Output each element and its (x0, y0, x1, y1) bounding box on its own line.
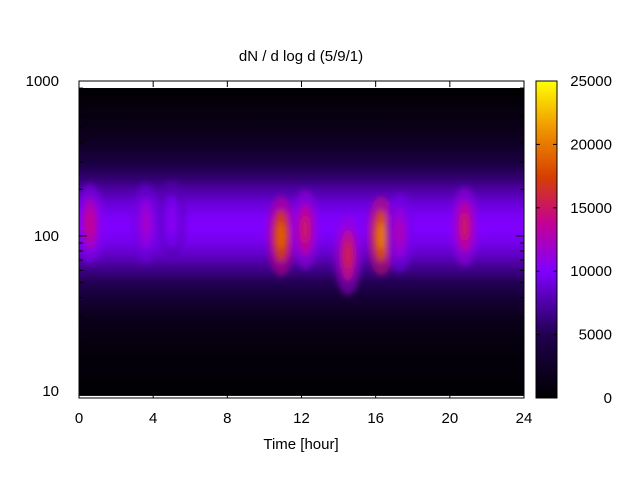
x-tick-label: 8 (223, 410, 231, 427)
colorbar-tick-label: 15000 (570, 200, 612, 217)
x-tick-label: 24 (516, 410, 533, 427)
y-axis-ticks: 10 100 1000 (26, 73, 524, 400)
heatmap-top-fade (79, 88, 524, 107)
hotspot-core (343, 241, 352, 270)
x-axis-ticks: 0 4 8 12 16 20 24 (75, 81, 533, 427)
colorbar-tick-label: 5000 (579, 327, 612, 344)
x-tick-label: 12 (293, 410, 310, 427)
x-tick-label: 20 (441, 410, 458, 427)
hotspot-core (460, 212, 469, 241)
colorbar-tick-label: 20000 (570, 136, 612, 153)
x-tick-label: 16 (367, 410, 384, 427)
hotspot-core (395, 218, 404, 247)
y-tick-label: 1000 (26, 73, 59, 90)
y-tick-label: 100 (34, 228, 59, 245)
x-axis-label: Time [hour] (263, 436, 338, 453)
heatmap-area (79, 81, 524, 398)
hotspot-core (141, 209, 150, 238)
heatmap-bottom-fade (79, 373, 524, 396)
colorbar-ticks: 0 5000 10000 15000 20000 25000 (536, 73, 612, 407)
chart-title: dN / d log d (5/9/1) (239, 48, 363, 65)
hotspot-core (86, 209, 95, 238)
colorbar (535, 80, 558, 399)
hotspot-core (301, 215, 310, 244)
hotspot-core (167, 206, 176, 235)
colorbar-tick-label: 25000 (570, 73, 612, 90)
hotspot-core (377, 221, 386, 250)
colorbar-tick-label: 0 (604, 390, 612, 407)
x-tick-label: 0 (75, 410, 83, 427)
hotspot-core (277, 221, 286, 250)
y-tick-label: 10 (42, 383, 59, 400)
heatmap-hotspots (79, 180, 479, 296)
x-tick-label: 4 (149, 410, 157, 427)
colorbar-tick-label: 10000 (570, 263, 612, 280)
